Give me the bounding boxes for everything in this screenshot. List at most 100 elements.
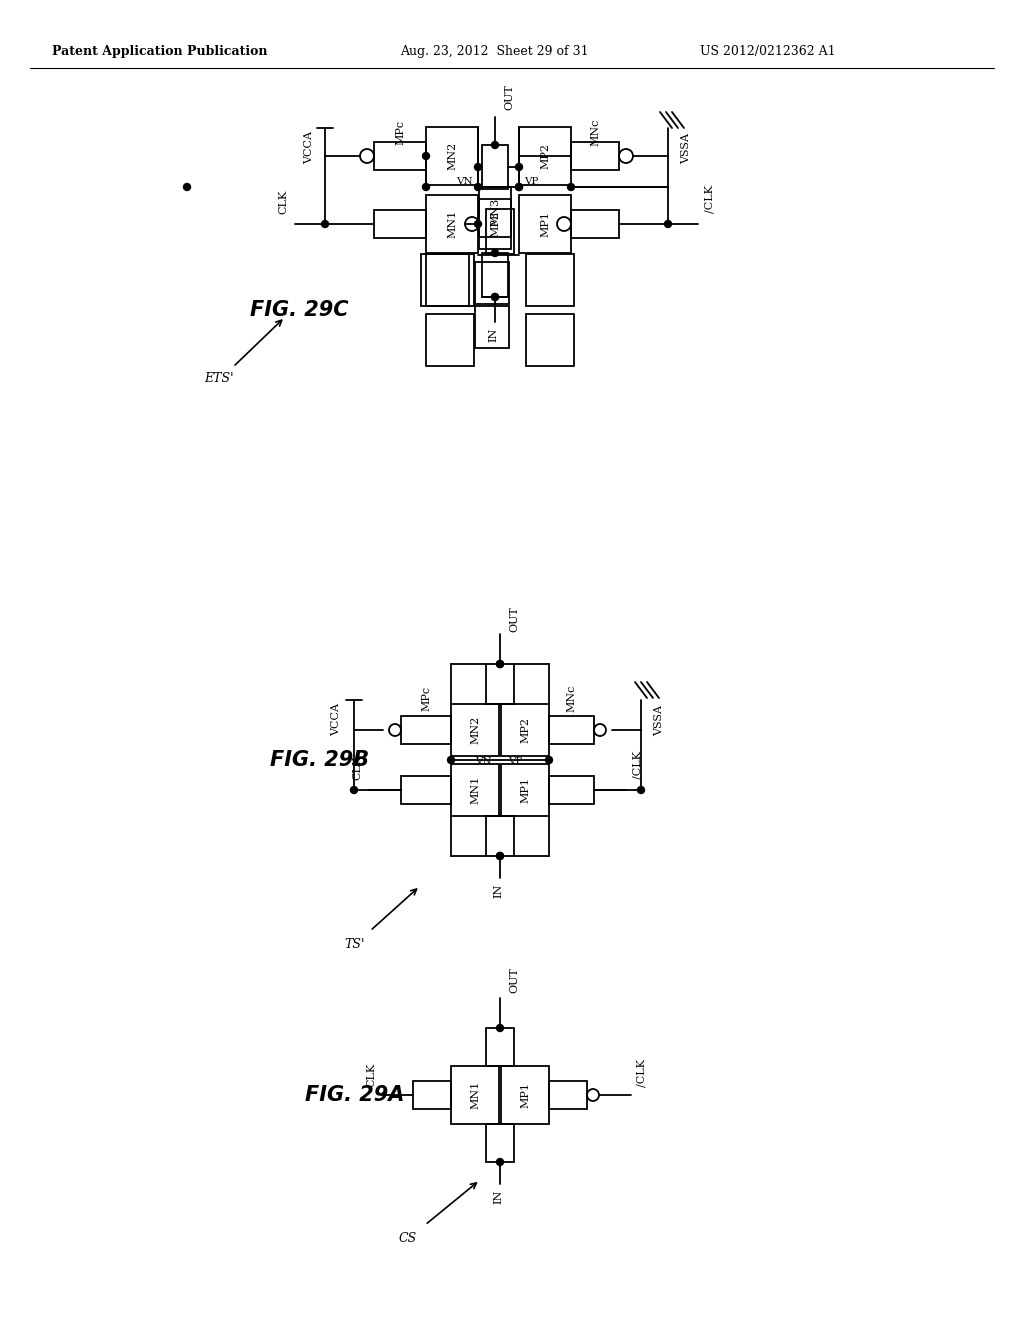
Bar	[451, 764, 499, 816]
Bar	[571, 143, 618, 170]
Circle shape	[423, 183, 429, 190]
Bar	[413, 1081, 451, 1109]
Text: VSSA: VSSA	[681, 132, 691, 164]
Bar	[501, 764, 549, 816]
Text: MP3: MP3	[490, 211, 500, 238]
Text: MP2: MP2	[540, 143, 550, 169]
Bar	[475, 306, 509, 347]
Text: TS': TS'	[345, 937, 366, 950]
Text: OUT: OUT	[504, 84, 514, 110]
Circle shape	[474, 183, 481, 190]
Text: VCCA: VCCA	[331, 704, 341, 737]
Bar	[519, 195, 571, 253]
Text: VP: VP	[508, 758, 522, 767]
Text: MP1: MP1	[520, 1082, 530, 1107]
Text: MPc: MPc	[395, 119, 406, 145]
Bar	[571, 210, 618, 238]
Text: Patent Application Publication: Patent Application Publication	[52, 45, 267, 58]
Text: IN: IN	[493, 1189, 503, 1204]
Text: FIG. 29A: FIG. 29A	[305, 1085, 404, 1105]
Bar	[486, 1028, 514, 1067]
Circle shape	[515, 183, 522, 190]
Text: CLK: CLK	[352, 756, 362, 780]
Bar	[451, 1067, 499, 1125]
Bar	[482, 253, 508, 297]
Text: OUT: OUT	[509, 606, 519, 632]
Bar	[426, 253, 474, 306]
Text: /CLK: /CLK	[705, 185, 715, 213]
Bar	[451, 704, 499, 756]
Bar	[426, 314, 474, 366]
Text: CLK: CLK	[366, 1063, 376, 1088]
Text: MP2: MP2	[520, 717, 530, 743]
Bar	[426, 127, 478, 185]
Text: MNc: MNc	[590, 119, 600, 145]
Bar	[486, 816, 514, 855]
Bar	[374, 210, 426, 238]
Text: VP: VP	[524, 177, 539, 186]
Circle shape	[492, 293, 499, 301]
Text: ETS': ETS'	[204, 372, 233, 385]
Circle shape	[497, 660, 504, 668]
Circle shape	[497, 853, 504, 859]
Circle shape	[497, 660, 504, 668]
Text: VN: VN	[457, 177, 473, 186]
Bar	[486, 209, 514, 253]
Circle shape	[665, 220, 672, 227]
Text: /CLK: /CLK	[633, 751, 643, 779]
Circle shape	[492, 141, 499, 149]
Bar	[475, 261, 509, 304]
Circle shape	[350, 787, 357, 793]
Bar	[526, 314, 574, 366]
Text: MN1: MN1	[470, 1081, 480, 1109]
Text: FIG. 29B: FIG. 29B	[270, 750, 369, 770]
Text: OUT: OUT	[509, 968, 519, 993]
Bar	[526, 253, 574, 306]
Bar	[501, 1067, 549, 1125]
Text: MN3: MN3	[490, 198, 500, 226]
Text: VCCA: VCCA	[304, 132, 314, 165]
Circle shape	[638, 787, 644, 793]
Circle shape	[515, 164, 522, 170]
Circle shape	[497, 853, 504, 859]
Text: MN2: MN2	[470, 715, 480, 744]
Circle shape	[497, 1159, 504, 1166]
Bar	[549, 715, 594, 744]
Circle shape	[492, 249, 499, 256]
Bar	[519, 127, 571, 185]
Circle shape	[515, 183, 522, 190]
Text: MN2: MN2	[447, 141, 457, 170]
Bar	[401, 715, 451, 744]
Bar	[479, 199, 511, 249]
Bar	[549, 1081, 587, 1109]
Circle shape	[474, 220, 481, 227]
Circle shape	[567, 183, 574, 190]
Text: CS: CS	[399, 1232, 417, 1245]
Bar	[486, 664, 514, 704]
Text: MPc: MPc	[421, 685, 431, 710]
Text: MN1: MN1	[470, 776, 480, 804]
Text: MNc: MNc	[566, 684, 577, 711]
Circle shape	[492, 293, 499, 301]
Bar	[486, 1125, 514, 1162]
Bar	[501, 704, 549, 756]
Text: IN: IN	[488, 327, 498, 342]
Circle shape	[183, 183, 190, 190]
Circle shape	[423, 153, 429, 160]
Circle shape	[546, 756, 553, 763]
Text: FIG. 29C: FIG. 29C	[250, 300, 348, 319]
Bar	[482, 145, 508, 189]
Bar	[479, 187, 511, 238]
Text: Aug. 23, 2012  Sheet 29 of 31: Aug. 23, 2012 Sheet 29 of 31	[400, 45, 589, 58]
Circle shape	[497, 1024, 504, 1031]
Text: MP1: MP1	[540, 211, 550, 238]
Bar	[374, 143, 426, 170]
Circle shape	[322, 220, 329, 227]
Bar	[421, 253, 469, 306]
Text: MN1: MN1	[447, 210, 457, 238]
Bar	[401, 776, 451, 804]
Circle shape	[447, 756, 455, 763]
Text: VSSA: VSSA	[654, 705, 664, 735]
Text: IN: IN	[493, 884, 503, 898]
Text: CLK: CLK	[278, 190, 288, 214]
